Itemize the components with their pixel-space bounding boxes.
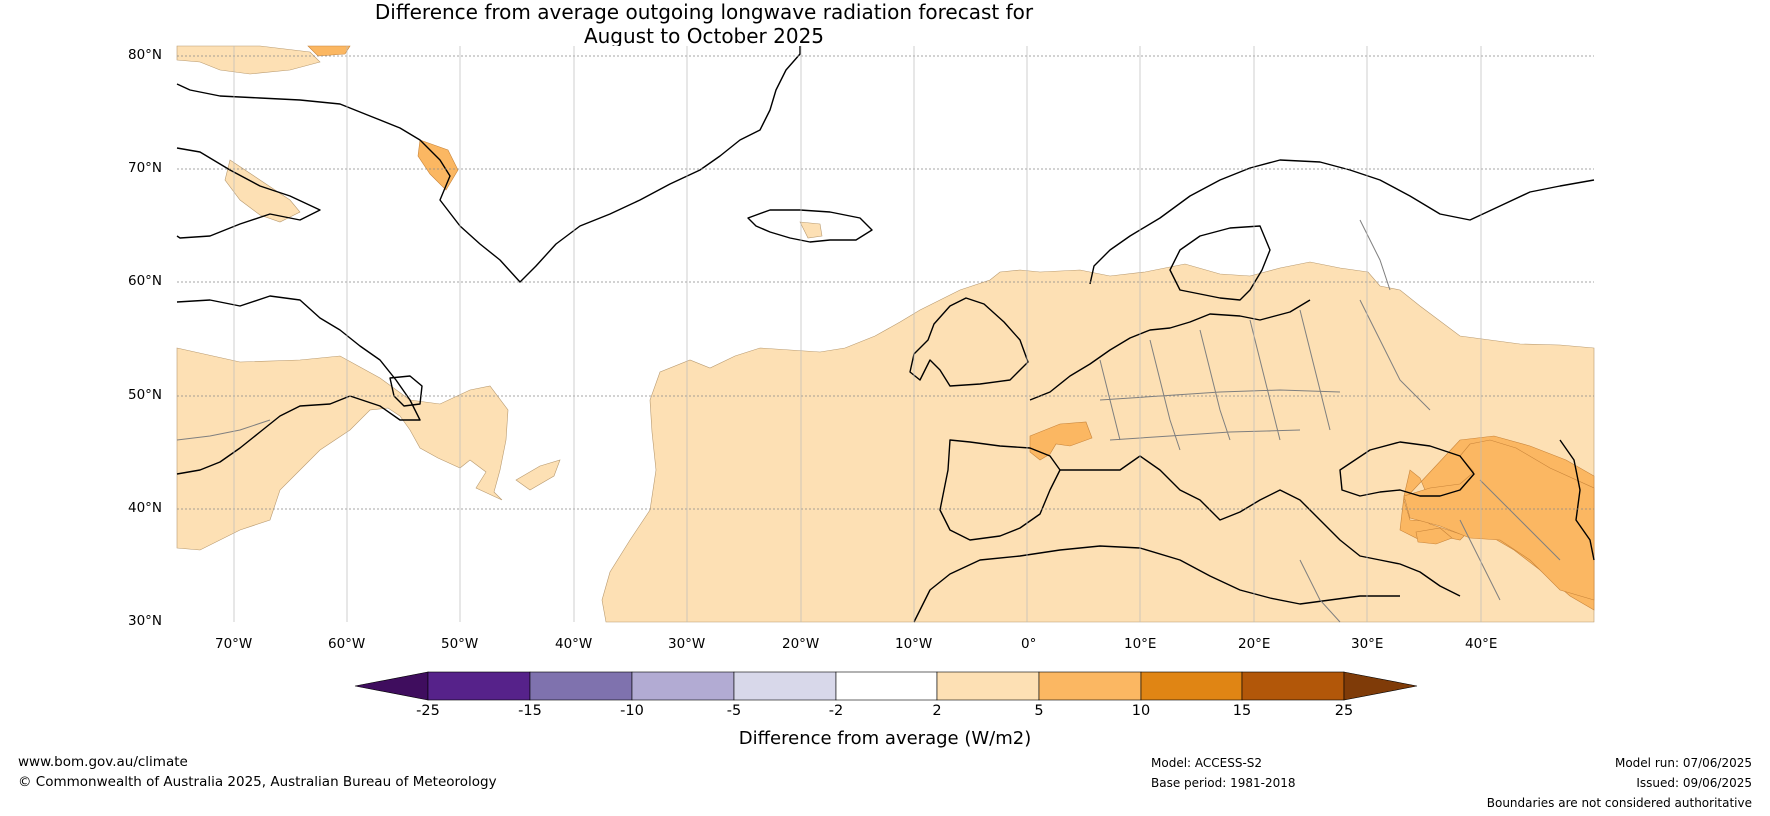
- greenland-coast: [176, 46, 801, 283]
- colorbar-tick-neg15: -15: [518, 703, 542, 719]
- chart-title: Difference from average outgoing longwav…: [0, 0, 1408, 48]
- lon-label-40w: 40°W: [555, 636, 593, 652]
- anomaly-region-greenland-west: [176, 45, 321, 75]
- colorbar-bin-neg15-neg10: [529, 671, 633, 701]
- footer-disclaimer: Boundaries are not considered authoritat…: [1486, 796, 1752, 810]
- lon-label-0: 0°: [1021, 636, 1037, 652]
- colorbar-bin-neg25-neg15: [427, 671, 531, 701]
- colorbar-bin-15-25: [1241, 671, 1345, 701]
- lat-label-50n: 50°N: [128, 387, 163, 403]
- colorbar-bin-5-10: [1038, 671, 1142, 701]
- anomaly-region-greenland-east: [417, 139, 459, 191]
- mediterranean-coast: [1060, 455, 1461, 597]
- anomaly-region-bay-of-biscay: [1029, 421, 1093, 461]
- anomaly-region-greenland-north: [307, 45, 351, 57]
- anomaly-fill-2-to-5: [176, 45, 1595, 623]
- anomaly-fill-5-to-10: [307, 45, 1595, 611]
- anomaly-region-europe: [601, 261, 1595, 623]
- lat-label-80n: 80°N: [128, 47, 163, 63]
- black-sea-coast: [1339, 441, 1475, 497]
- country-borders: [176, 219, 1561, 623]
- colorbar-tick-25: 25: [1334, 703, 1354, 719]
- lon-label-50w: 50°W: [441, 636, 479, 652]
- lon-label-10e: 10°E: [1124, 636, 1157, 652]
- title-line-2: August to October 2025: [583, 24, 825, 48]
- lon-label-30e: 30°E: [1351, 636, 1384, 652]
- greenland-west-islands: [176, 147, 321, 239]
- continental-europe-coast: [1029, 299, 1311, 401]
- lon-label-40e: 40°E: [1465, 636, 1498, 652]
- lat-label-60n: 60°N: [128, 273, 163, 289]
- title-line-1: Difference from average outgoing longwav…: [374, 0, 1034, 24]
- lon-label-20e: 20°E: [1238, 636, 1271, 652]
- colorbar-bin-10-15: [1140, 671, 1243, 701]
- footer-model: Model: ACCESS-S2: [1151, 756, 1263, 770]
- anomaly-region-baffin: [224, 159, 301, 223]
- iberia-coast: [939, 439, 1061, 541]
- border-lines-canada: [176, 419, 271, 441]
- colorbar-tick-neg10: -10: [620, 703, 644, 719]
- scandinavia-coast: [1089, 159, 1595, 285]
- iceland-coast: [747, 209, 873, 243]
- footer-copyright: © Commonwealth of Australia 2025, Austra…: [18, 774, 497, 790]
- british-isles-coast: [909, 297, 1029, 387]
- colorbar-tick-2: 2: [932, 703, 942, 719]
- lon-label-60w: 60°W: [328, 636, 366, 652]
- colorbar-bin-neg10-neg5: [631, 671, 735, 701]
- colorbar-tick-5: 5: [1034, 703, 1044, 719]
- lon-label-20w: 20°W: [782, 636, 820, 652]
- colorbar-tick-neg2: -2: [828, 703, 844, 719]
- colorbar-tick-neg5: -5: [726, 703, 742, 719]
- footer-base-period: Base period: 1981-2018: [1151, 776, 1296, 790]
- colorbar-bin-2-5: [936, 671, 1040, 701]
- coastlines: [176, 46, 1595, 623]
- border-lines-europe: [1099, 299, 1431, 451]
- colorbar-bin-neg5-neg2: [733, 671, 837, 701]
- anomaly-region-iceland: [799, 221, 823, 239]
- colorbar-extend-high: [1343, 671, 1418, 701]
- footer-model-run: Model run: 07/06/2025: [1614, 756, 1752, 770]
- footer-issued: Issued: 09/06/2025: [1636, 776, 1752, 790]
- border-lines-asia: [1299, 219, 1561, 623]
- lat-label-30n: 30°N: [128, 613, 163, 629]
- anomaly-region-small-atlantic: [515, 459, 561, 491]
- colorbar-tick-neg25: -25: [416, 703, 440, 719]
- lat-label-40n: 40°N: [128, 500, 163, 516]
- colorbar: [354, 671, 1418, 701]
- lon-label-70w: 70°W: [215, 636, 253, 652]
- lon-label-30w: 30°W: [668, 636, 706, 652]
- colorbar-tick-10: 10: [1131, 703, 1151, 719]
- colorbar-tick-15: 15: [1232, 703, 1252, 719]
- north-africa-coast: [913, 545, 1400, 623]
- anomaly-region-caucasus-core: [1403, 439, 1595, 601]
- colorbar-extend-low: [354, 671, 429, 701]
- caspian-coast: [1559, 439, 1595, 561]
- scandinavia-inner-coast: [1169, 225, 1271, 301]
- footer-website[interactable]: www.bom.gov.au/climate: [18, 754, 188, 770]
- anomaly-region-caspian-south: [1415, 527, 1453, 545]
- lon-label-10w: 10°W: [895, 636, 933, 652]
- colorbar-title: Difference from average (W/m2): [738, 728, 1032, 749]
- graticule: [177, 46, 1594, 622]
- lat-label-70n: 70°N: [128, 160, 163, 176]
- colorbar-bin-neg2-2: [835, 671, 938, 701]
- labrador-coast: [176, 295, 421, 475]
